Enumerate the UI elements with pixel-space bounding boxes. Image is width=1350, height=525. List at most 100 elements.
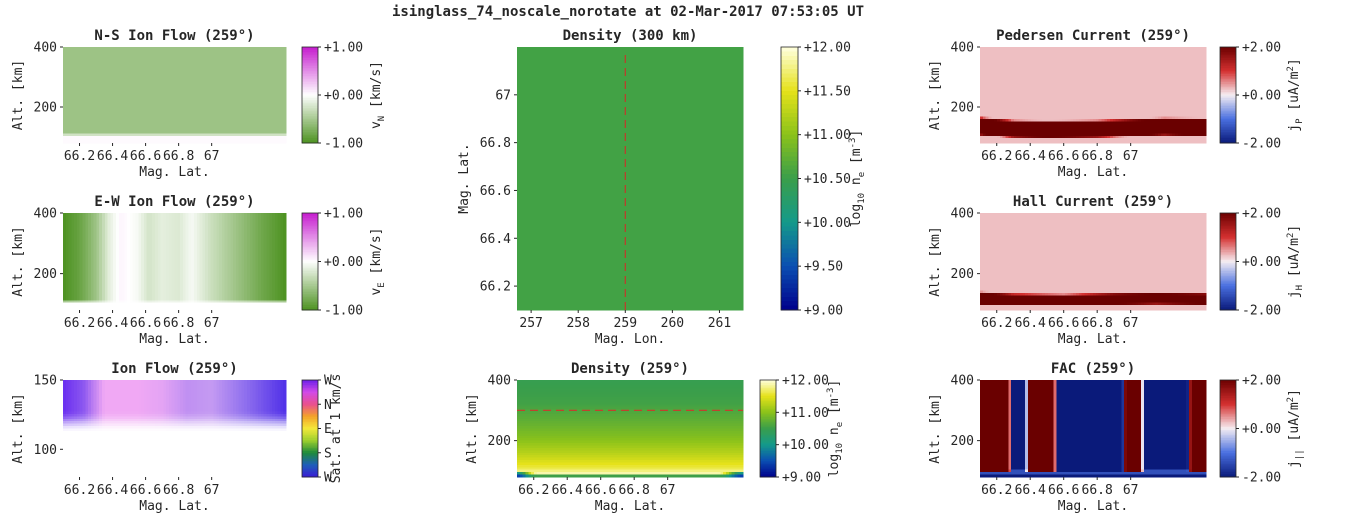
heatmap-cell — [104, 73, 109, 77]
heatmap-cell — [168, 78, 173, 82]
heatmap-cell — [149, 99, 153, 103]
heatmap-cell — [121, 51, 125, 55]
heatmap-cell — [274, 114, 279, 118]
heatmap-cell — [174, 83, 178, 86]
heatmap-cell — [149, 95, 153, 98]
heatmap-cell — [168, 119, 173, 122]
heatmap-cell — [102, 114, 106, 118]
heatmap-cell — [207, 119, 212, 122]
heatmap-cell — [255, 66, 259, 70]
heatmap-cell — [141, 71, 145, 74]
heatmap-cell — [152, 75, 156, 79]
heatmap-cell — [113, 99, 117, 103]
heatmap-cell — [149, 71, 153, 74]
heatmap-cell — [174, 68, 178, 72]
heatmap-cell — [68, 133, 72, 137]
heatmap-cell — [85, 66, 89, 70]
heatmap-cell — [244, 114, 248, 118]
heatmap-cell — [85, 51, 89, 55]
heatmap-cell — [274, 49, 279, 53]
heatmap-cell — [71, 90, 75, 94]
heatmap-cell — [202, 95, 206, 98]
heatmap-cell — [71, 61, 75, 65]
heatmap-cell — [93, 83, 98, 86]
heatmap-cell — [227, 121, 231, 125]
heatmap-cell — [127, 80, 131, 84]
heatmap-cell — [182, 47, 187, 50]
heatmap-cell — [224, 80, 229, 84]
heatmap-cell — [277, 95, 282, 98]
heatmap-cell — [205, 119, 209, 122]
heatmap-cell — [216, 63, 220, 67]
heatmap-cell — [74, 126, 78, 130]
heatmap-cell — [227, 75, 231, 79]
heatmap-cell — [96, 140, 100, 144]
heatmap-cell — [138, 71, 142, 74]
heatmap-cell — [85, 135, 89, 139]
heatmap-cell — [230, 140, 234, 144]
heatmap-cell — [68, 66, 72, 70]
heatmap-cell — [68, 51, 72, 55]
heatmap-cell — [76, 97, 81, 101]
heatmap-cell — [260, 85, 265, 89]
heatmap-cell — [99, 75, 103, 79]
heatmap-cell — [272, 83, 276, 86]
heatmap-cell — [110, 107, 114, 110]
heatmap-cell — [154, 123, 159, 127]
heatmap-cell — [146, 83, 151, 86]
heatmap-cell — [166, 135, 170, 139]
heatmap-cell — [249, 92, 254, 96]
heatmap-cell — [85, 68, 89, 72]
heatmap-cell — [230, 59, 234, 62]
heatmap-cell — [88, 133, 92, 137]
heatmap-cell — [127, 102, 131, 106]
heatmap-cell — [132, 75, 137, 79]
heatmap-cell — [90, 56, 95, 60]
heatmap-cell — [174, 80, 178, 84]
heatmap-cell — [99, 63, 103, 67]
heatmap-cell — [154, 68, 159, 72]
heatmap-cell — [280, 61, 284, 65]
heatmap-cell — [166, 92, 170, 96]
heatmap-cell — [216, 59, 220, 62]
heatmap-cell — [194, 56, 198, 60]
heatmap-cell — [233, 54, 237, 58]
heatmap-cell — [76, 80, 81, 84]
heatmap-cell — [93, 119, 98, 122]
heatmap-cell — [79, 87, 84, 91]
heatmap-cell — [168, 123, 173, 127]
heatmap-cell — [205, 68, 209, 72]
heatmap-cell — [171, 78, 176, 82]
heatmap-cell — [219, 75, 223, 79]
heatmap-cell — [188, 85, 192, 89]
heatmap-cell — [138, 121, 142, 125]
heatmap-cell — [210, 78, 215, 82]
heatmap-cell — [255, 102, 259, 106]
heatmap-cell — [258, 121, 262, 125]
heatmap-cell — [185, 92, 190, 96]
heatmap-cell — [163, 83, 167, 86]
heatmap-cell — [182, 116, 187, 120]
heatmap-cell — [213, 140, 217, 144]
heatmap-cell — [124, 126, 128, 130]
heatmap-cell — [219, 87, 223, 91]
heatmap-cell — [280, 92, 284, 96]
heatmap-cell — [171, 135, 176, 139]
heatmap-cell — [118, 73, 123, 77]
heatmap-cell — [210, 63, 215, 67]
heatmap-cell — [132, 51, 137, 55]
heatmap-cell — [76, 128, 81, 132]
heatmap-cell — [121, 92, 125, 96]
heatmap-cell — [252, 123, 256, 127]
heatmap-cell — [255, 95, 259, 98]
heatmap-cell — [154, 71, 159, 74]
heatmap-cell — [115, 47, 120, 50]
heatmap-cell — [107, 97, 111, 101]
heatmap-cell — [152, 71, 156, 74]
heatmap-cell — [269, 138, 273, 142]
heatmap-cell — [157, 121, 162, 125]
heatmap-cell — [118, 133, 123, 137]
heatmap-cell — [141, 104, 145, 108]
heatmap-cell — [74, 131, 78, 134]
heatmap-cell — [205, 47, 209, 50]
